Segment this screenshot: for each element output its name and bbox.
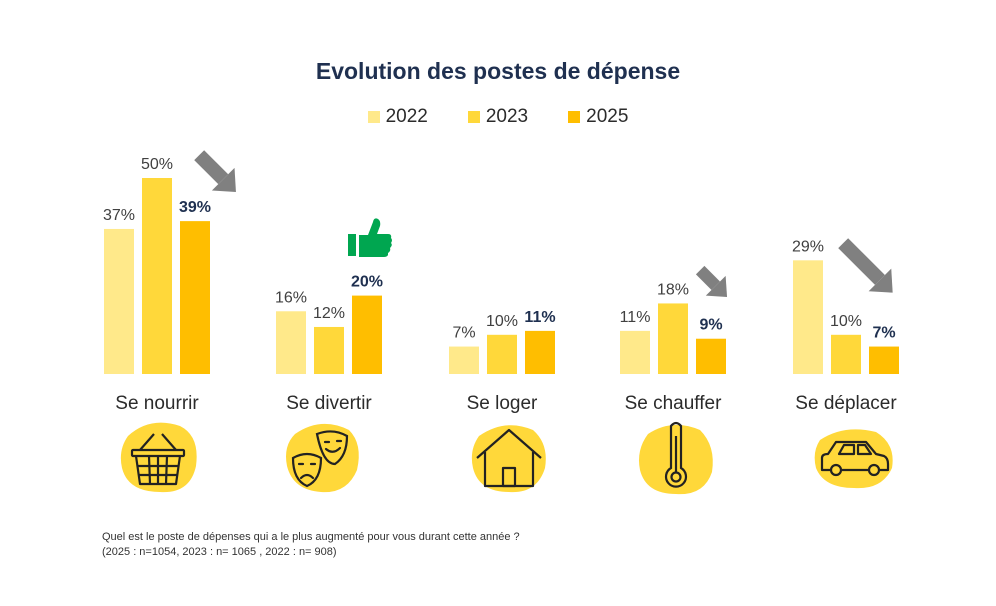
legend-swatch-2022 [367,111,380,123]
bar-2022-3 [620,330,650,374]
legend-label-2022: 2022 [385,106,428,127]
value-label-2023-4: 10% [830,313,862,330]
value-label-2025-3: 9% [699,317,722,334]
value-label-2023-1: 12% [313,305,345,322]
legend-label-2023: 2023 [485,106,529,127]
value-label-2022-2: 7% [452,325,475,342]
value-label-2025-0: 39% [179,199,211,216]
trend-arrow-down-icon [695,265,728,298]
theater-masks-icon [286,423,359,493]
bar-2023-1 [314,326,344,374]
bar-2022-0 [104,228,134,374]
value-label-2025-4: 7% [872,325,895,342]
bar-2025-2 [525,330,555,374]
bar-2025-3 [696,338,726,374]
trend-arrow-down-icon [194,150,236,192]
value-label-2022-0: 37% [103,207,135,224]
category-label-2: Se loger [467,393,538,414]
legend-item-2022: 2022 [367,106,428,128]
footnote-question: Quel est le poste de dépenses qui a le p… [102,531,520,543]
house-icon [471,425,546,493]
thermometer-icon [639,421,713,495]
bar-2023-4 [831,334,861,374]
legend-label-2025: 2025 [586,106,629,127]
category-labels-layer: Se nourrir Se divertir Se loger Se chauffer… [115,393,897,414]
value-label-2025-2: 11% [524,309,555,326]
value-labels-layer: 37% 50% 39% 16% 12% 20% 7% 10% 11% 11% 18% 9% 29% 10%… [103,156,896,342]
bar-2022-2 [449,346,479,374]
bar-2023-3 [658,303,688,374]
value-label-2023-2: 10% [486,313,518,330]
chart-title: Evolution des postes de dépense [315,58,681,84]
legend-swatch-2023 [467,111,480,123]
value-label-2025-1: 20% [351,274,383,291]
chart-legend: 2022 2023 2025 [0,106,996,128]
category-label-1: Se divertir [286,393,372,414]
bars-layer [104,178,899,374]
basket-icon [120,422,197,493]
bar-2022-4 [793,260,823,374]
trend-arrow-down-icon [838,238,893,293]
footnote-sample: (2025 : n=1054, 2023 : n= 1065 , 2022 : … [102,546,337,558]
value-label-2023-0: 50% [141,156,173,173]
category-label-3: Se chauffer [625,393,723,414]
bar-2025-1 [352,295,382,374]
value-label-2022-1: 16% [275,289,307,306]
value-label-2023-3: 18% [657,281,689,298]
thumbs-up-icon [348,218,392,257]
legend-swatch-2025 [568,111,581,123]
legend-item-2023: 2023 [467,106,529,128]
bar-2022-1 [276,311,306,374]
value-label-2022-4: 29% [792,238,824,255]
category-label-4: Se déplacer [795,393,897,414]
bar-2025-4 [869,346,899,374]
category-label-0: Se nourrir [115,393,199,414]
bar-2023-2 [487,334,517,374]
value-label-2022-3: 11% [620,309,651,326]
bar-2025-0 [180,221,210,374]
bar-2023-0 [142,178,172,374]
car-icon [814,429,893,489]
footnote: Quel est le poste de dépenses qui a le p… [102,530,520,560]
legend-item-2025: 2025 [568,106,628,128]
